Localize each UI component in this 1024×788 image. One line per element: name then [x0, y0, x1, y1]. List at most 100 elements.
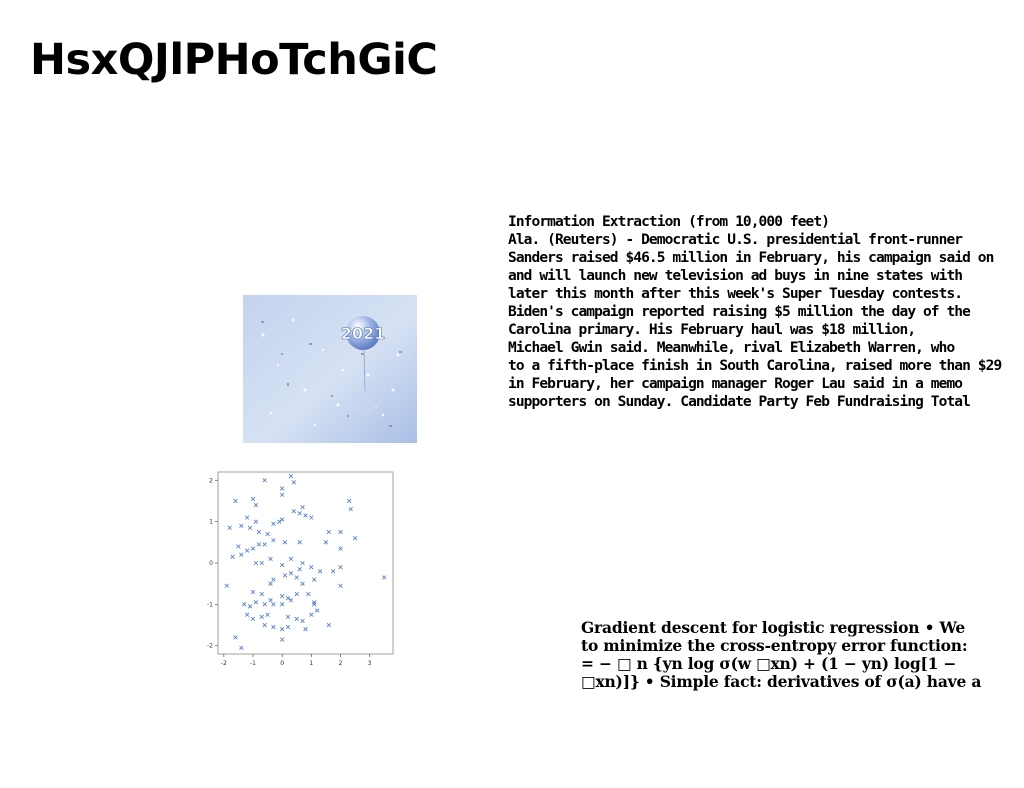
news-line: Carolina primary. His February haul was … — [508, 322, 916, 338]
scatter-point — [309, 515, 314, 520]
scatter-point — [279, 517, 285, 522]
scatter-point — [338, 564, 343, 570]
news-line: Michael Gwin said. Meanwhile, rival Eliz… — [508, 340, 955, 356]
news-line: Biden's campaign reported raising $5 mil… — [508, 304, 971, 320]
scatter-point — [271, 624, 276, 630]
scatter-point — [244, 548, 250, 553]
balloon-reflection — [351, 391, 379, 415]
scatter-point — [297, 540, 302, 545]
scatter-point — [271, 521, 276, 526]
scatter-point — [253, 519, 259, 524]
balloon-string — [363, 348, 366, 392]
scatter-point — [262, 622, 267, 628]
scatter-point — [285, 614, 291, 619]
news-line: Information Extraction (from 10,000 feet… — [508, 214, 830, 230]
scatter-point — [326, 622, 332, 628]
scatter-point — [285, 624, 291, 630]
scatter-point — [303, 626, 308, 632]
scatter-point — [338, 529, 343, 535]
news-line: and will launch new television ad buys i… — [508, 268, 963, 284]
scatter-point — [227, 525, 232, 531]
scatter-point — [323, 540, 329, 545]
news-line: Ala. (Reuters) - Democratic U.S. preside… — [508, 232, 963, 248]
scatter-point — [309, 612, 314, 617]
gradient-line: to minimize the cross-entropy error func… — [581, 636, 968, 655]
news-line: supporters on Sunday. Candidate Party Fe… — [508, 394, 971, 410]
scatter-point — [239, 552, 244, 557]
scatter-point — [239, 645, 244, 650]
scatter-plot: -2 -1 0 1 2 3 2 1 0 -1 -2 — [203, 466, 403, 672]
scatter-point — [236, 544, 241, 549]
scatter-point — [250, 616, 256, 622]
scatter-point — [259, 591, 264, 597]
scatter-point — [288, 556, 294, 562]
scatter-point — [279, 492, 285, 497]
scatter-point — [306, 591, 311, 597]
scatter-point — [242, 602, 247, 607]
scatter-point — [250, 589, 256, 595]
scatter-point — [309, 564, 314, 570]
news-article-text: Information Extraction (from 10,000 feet… — [508, 213, 1024, 411]
scatter-point — [268, 581, 273, 586]
x-axis-ticks: -2 -1 0 1 2 3 — [221, 654, 372, 667]
balloon-year-label: 2021 — [341, 324, 386, 343]
scatter-point — [259, 560, 264, 566]
scatter-point — [265, 531, 270, 537]
scatter-point — [279, 593, 285, 599]
y-tick-label: 0 — [209, 560, 213, 567]
scatter-point — [233, 635, 238, 640]
scatter-point — [279, 486, 285, 491]
scatter-point — [297, 511, 302, 516]
scatter-point — [277, 519, 282, 524]
scatter-point — [331, 569, 336, 574]
scatter-point — [312, 577, 317, 582]
scatter-point — [247, 604, 253, 609]
x-tick-label: 2 — [339, 660, 343, 667]
scatter-point — [288, 571, 294, 576]
scatter-point — [294, 616, 299, 622]
scatter-point — [279, 602, 285, 607]
gradient-line: Gradient descent for logistic regression… — [581, 619, 966, 637]
scatter-point — [256, 542, 262, 547]
scatter-point — [244, 612, 250, 617]
scatter-point — [291, 480, 297, 485]
scatter-point — [326, 529, 332, 535]
y-tick-label: 2 — [209, 477, 213, 484]
news-line: later this month after this week's Super… — [508, 286, 963, 302]
scatter-point — [300, 581, 305, 586]
balloon-icon — [346, 316, 380, 350]
x-tick-label: -1 — [250, 660, 256, 667]
scatter-point — [279, 637, 285, 642]
scatter-point — [317, 569, 323, 574]
scatter-point — [233, 498, 238, 504]
y-tick-label: -2 — [207, 643, 213, 650]
gradient-line: □xn)]} • Simple fact: derivatives of σ(a… — [581, 672, 982, 691]
scatter-point — [300, 618, 305, 624]
scatter-point — [230, 554, 235, 559]
new-year-balloon-photo: 2021 — [243, 295, 417, 443]
scatter-point — [244, 515, 250, 520]
scatter-point — [285, 595, 291, 601]
x-tick-label: 1 — [309, 660, 313, 667]
photo-canvas: 2021 — [243, 295, 417, 443]
scatter-point — [259, 614, 264, 619]
scatter-point — [294, 575, 299, 580]
scatter-points — [224, 473, 387, 650]
scatter-point — [314, 608, 320, 613]
scatter-point — [382, 575, 387, 580]
scatter-point — [262, 542, 267, 547]
scatter-point — [300, 504, 305, 510]
gradient-line: = − □ n {yn log σ(w □xn) + (1 − yn) log[… — [581, 654, 957, 673]
y-tick-label: 1 — [209, 519, 213, 526]
scatter-point — [256, 529, 262, 535]
scatter-point — [268, 598, 273, 603]
scatter-point — [352, 535, 358, 541]
y-axis-ticks: 2 1 0 -1 -2 — [207, 477, 218, 650]
page-title: HsxQJlPHoTchGiC — [30, 35, 438, 85]
plot-frame — [217, 471, 394, 655]
scatter-point — [282, 540, 288, 545]
scatter-point — [303, 513, 308, 518]
scatter-point — [294, 591, 299, 597]
scatter-point — [288, 473, 294, 479]
scatter-point — [253, 600, 259, 605]
